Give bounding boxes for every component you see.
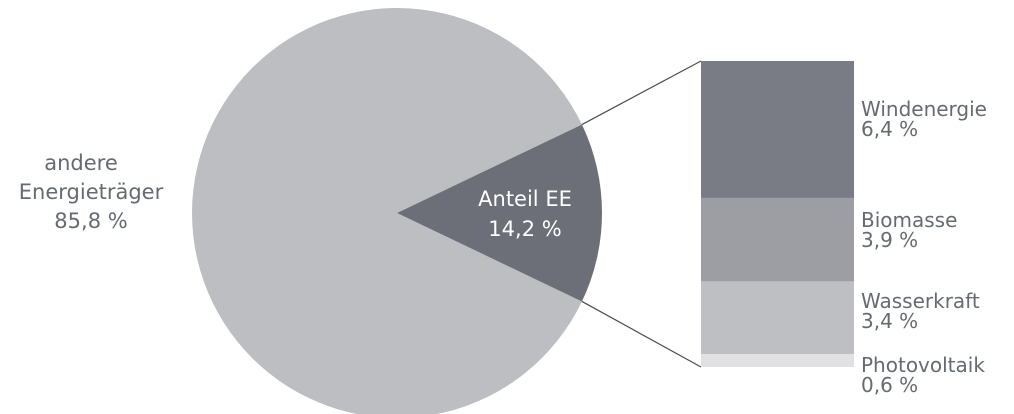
bar-segment-wasserkraft [701,281,854,355]
segment-value-windenergie: 6,4 % [861,117,918,141]
bar-segment-photovoltaik [701,354,854,367]
connector-lines [581,60,702,368]
chart-labels: andere Energieträger 85,8 % Anteil EE 14,2 %… [19,97,987,397]
segment-label-windenergie: Windenergie [861,97,987,121]
slice-label-other: Energieträger [19,180,164,204]
segment-label-photovoltaik: Photovoltaik [861,353,985,377]
pie-slice-ee [397,124,602,302]
breakdown-bar [701,61,854,367]
slice-label-other: andere [44,151,118,175]
pie-slice-other [192,8,582,414]
pie-chart [192,8,602,414]
connector-line-bottom [581,300,702,368]
segment-value-wasserkraft: 3,4 % [861,309,918,333]
slice-label-ee: Anteil EE [478,187,572,211]
segment-value-biomasse: 3,9 % [861,228,918,252]
slice-value-ee: 14,2 % [488,217,561,241]
segment-value-photovoltaik: 0,6 % [861,373,918,397]
slice-value-other: 85,8 % [54,209,127,233]
segment-label-wasserkraft: Wasserkraft [861,289,980,313]
connector-line-top [581,60,702,126]
segment-label-biomasse: Biomasse [861,208,957,232]
bar-segment-windenergie [701,61,854,198]
bar-segment-biomasse [701,197,854,282]
